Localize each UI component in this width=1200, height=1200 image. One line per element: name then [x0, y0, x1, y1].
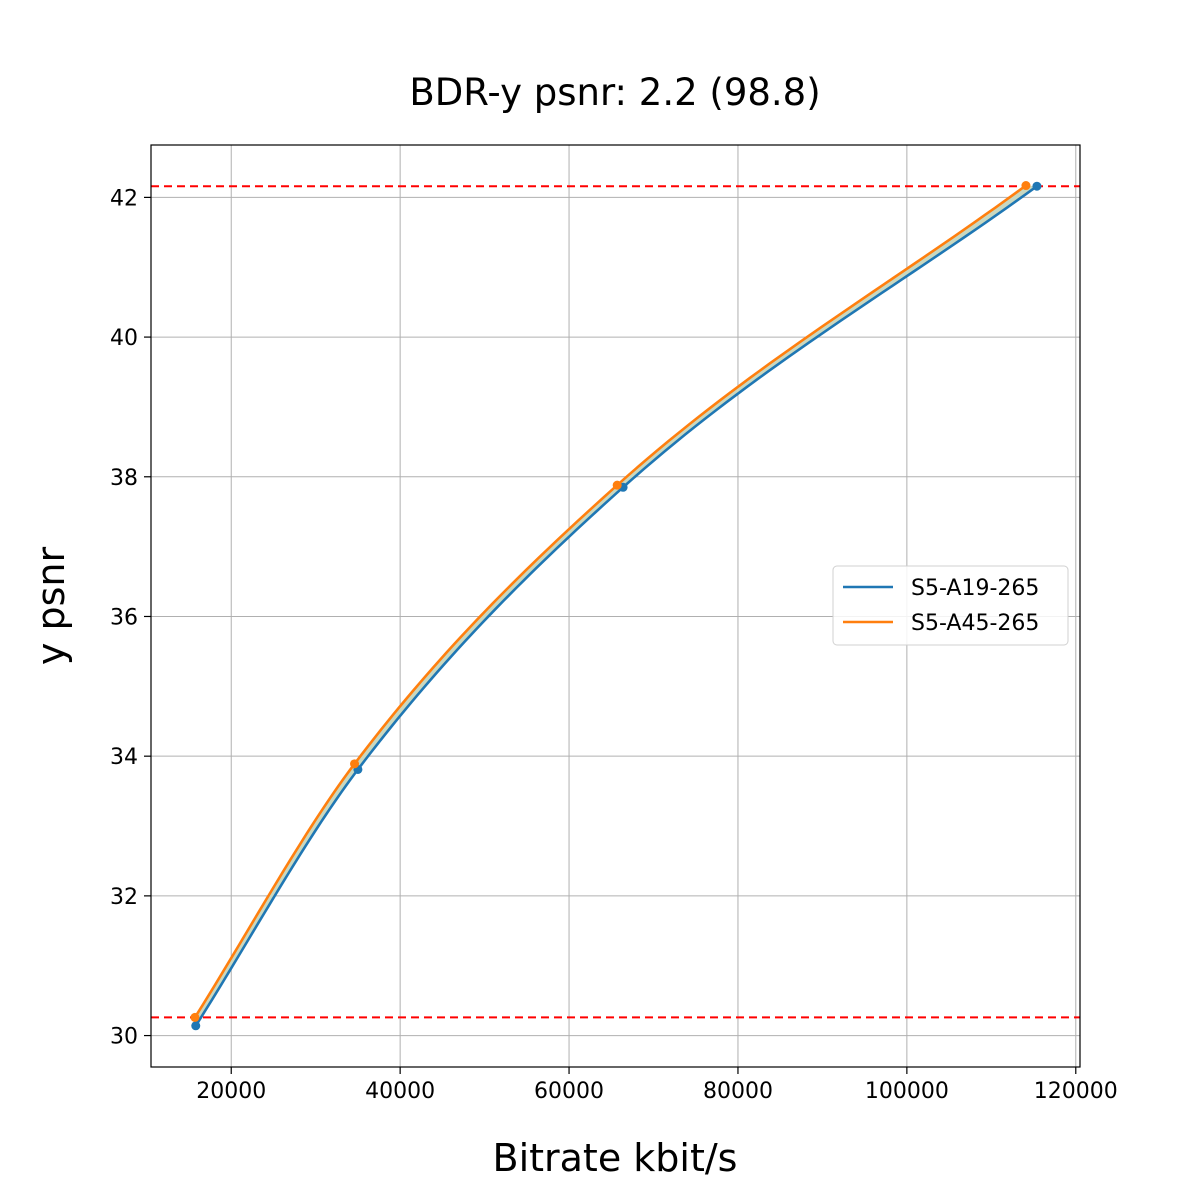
chart-title: BDR-y psnr: 2.2 (98.8)	[409, 71, 820, 114]
data-point	[190, 1012, 200, 1022]
x-tick-label: 80000	[703, 1079, 773, 1104]
y-tick-label: 36	[110, 605, 138, 630]
plot-frame	[150, 144, 1081, 1068]
y-axis-title: y psnr	[29, 547, 73, 666]
x-axis-title: Bitrate kbit/s	[493, 1136, 738, 1180]
x-tick-label: 20000	[196, 1079, 266, 1104]
series-line	[194, 185, 1038, 1027]
y-tick-label: 30	[110, 1025, 138, 1050]
y-tick-label: 32	[110, 885, 138, 910]
x-tick-label: 40000	[365, 1079, 435, 1104]
y-tick-label: 38	[110, 466, 138, 491]
x-tick-label: 60000	[534, 1079, 604, 1104]
data-point	[350, 759, 360, 769]
y-tick-label: 42	[110, 186, 138, 211]
y-tick-label: 40	[110, 326, 138, 351]
series-lines	[190, 181, 1042, 1031]
legend: S5-A19-265 S5-A45-265	[832, 565, 1069, 646]
x-tick-label: 120000	[1034, 1079, 1118, 1104]
data-point	[612, 480, 622, 490]
legend-label: S5-A45-265	[911, 611, 1039, 636]
legend-label: S5-A19-265	[911, 576, 1039, 601]
series-line	[193, 184, 1027, 1019]
reference-lines	[151, 185, 1080, 1019]
data-point	[1032, 181, 1042, 191]
data-point	[191, 1021, 201, 1031]
ticks: 20000 40000 60000 80000 100000 120000 30 32 34 36…	[110, 186, 1118, 1104]
data-point	[1021, 181, 1031, 191]
x-tick-label: 100000	[865, 1079, 949, 1104]
y-tick-label: 34	[110, 745, 138, 770]
